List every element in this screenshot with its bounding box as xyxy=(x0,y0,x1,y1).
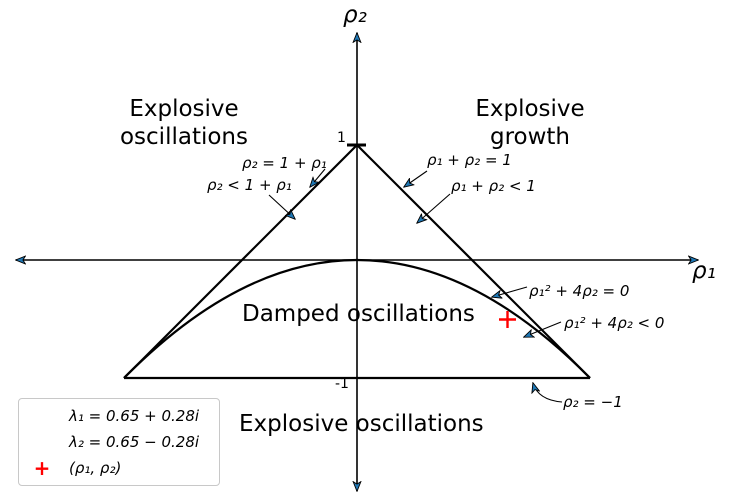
region-label-explosive-oscillations-bottom: Explosive oscillations xyxy=(239,411,484,437)
legend-label-point: (ρ₁, ρ₂) xyxy=(69,459,122,477)
y-axis-label: ρ₂ xyxy=(343,2,367,28)
legend: λ₁ = 0.65 + 0.28i λ₂ = 0.65 − 0.28i + (ρ… xyxy=(18,398,220,486)
equation-right-line: ρ₁ + ρ₂ = 1 xyxy=(427,151,512,169)
region-label-explosive-oscillations-top: Explosive oscillations xyxy=(119,96,248,150)
arrow-right-line xyxy=(404,170,428,187)
arrow-bottom-line xyxy=(533,383,563,403)
equation-parabola-region: ρ₁² + 4ρ₂ < 0 xyxy=(564,314,665,332)
equation-right-region: ρ₁ + ρ₂ < 1 xyxy=(451,177,536,195)
x-axis-label: ρ₁ xyxy=(692,258,716,284)
legend-item-lambda2: λ₂ = 0.65 − 0.28i xyxy=(25,429,213,455)
arrow-parabola-line xyxy=(492,286,528,297)
parabola-curve xyxy=(123,259,591,379)
tick-label-one: 1 xyxy=(337,130,346,146)
arrow-left-line xyxy=(310,168,326,187)
equation-left-region: ρ₂ < 1 + ρ₁ xyxy=(207,176,292,194)
region-label-explosive-growth: Explosive growth xyxy=(475,96,585,150)
arrow-left-region xyxy=(268,194,295,219)
tick-label-neg-one: -1 xyxy=(335,376,349,392)
arrow-parabola-region xyxy=(524,321,562,337)
equation-left-line: ρ₂ = 1 + ρ₁ xyxy=(242,154,327,172)
legend-label-lambda2: λ₂ = 0.65 − 0.28i xyxy=(69,433,200,451)
equation-bottom-line: ρ₂ = −1 xyxy=(563,393,623,411)
legend-item-point: + (ρ₁, ρ₂) xyxy=(25,455,213,481)
legend-label-lambda1: λ₁ = 0.65 + 0.28i xyxy=(69,407,200,425)
equation-parabola-line: ρ₁² + 4ρ₂ = 0 xyxy=(529,282,630,300)
legend-item-lambda1: λ₁ = 0.65 + 0.28i xyxy=(25,403,213,429)
region-label-damped-oscillations: Damped oscillations xyxy=(242,301,475,327)
legend-plus-marker-icon: + xyxy=(33,456,51,480)
arrow-parabola-region-right xyxy=(417,193,451,223)
triangle-right-edge xyxy=(356,144,591,379)
data-point-marker xyxy=(499,311,516,328)
